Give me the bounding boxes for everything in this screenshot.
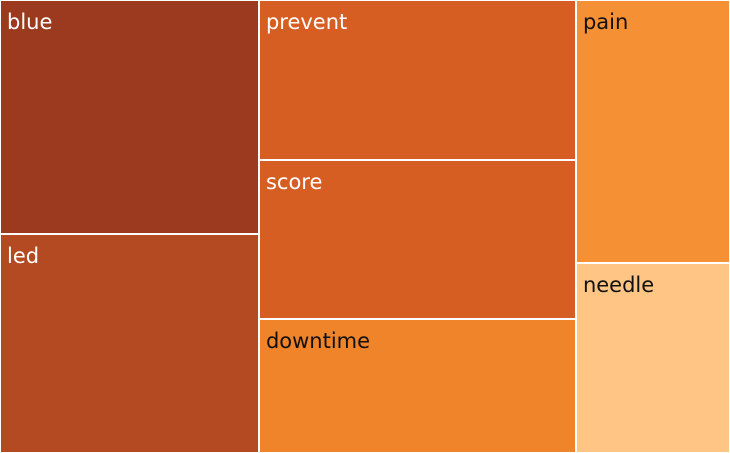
treemap-label-pain: pain (582, 10, 629, 34)
treemap-tile-prevent: prevent (258, 0, 576, 160)
treemap-tile-pain: pain (575, 0, 730, 263)
treemap-label-downtime: downtime (265, 329, 371, 353)
treemap-label-blue: blue (7, 10, 53, 34)
treemap-tile-downtime: downtime (258, 319, 576, 453)
treemap-tile-blue: blue (0, 0, 259, 235)
treemap-label-needle: needle (582, 272, 655, 297)
treemap-label-score: score (265, 169, 323, 194)
treemap-tile-led: led (0, 234, 259, 453)
treemap-label-prevent: prevent (265, 10, 348, 34)
treemap-label-led: led (7, 244, 40, 269)
treemap-tile-needle: needle (575, 262, 730, 453)
treemap-tile-score: score (258, 159, 576, 319)
